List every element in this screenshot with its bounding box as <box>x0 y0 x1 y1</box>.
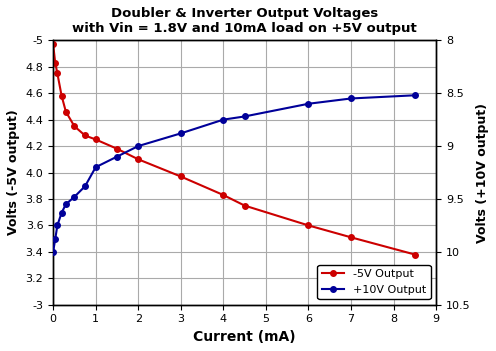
X-axis label: Current (mA): Current (mA) <box>193 330 296 344</box>
Title: Doubler & Inverter Output Voltages
with Vin = 1.8V and 10mA load on +5V output: Doubler & Inverter Output Voltages with … <box>72 7 417 35</box>
Y-axis label: Volts (+10V output): Volts (+10V output) <box>476 102 489 243</box>
Y-axis label: Volts (-5V output): Volts (-5V output) <box>7 110 20 236</box>
Legend: -5V Output, +10V Output: -5V Output, +10V Output <box>317 265 431 299</box>
